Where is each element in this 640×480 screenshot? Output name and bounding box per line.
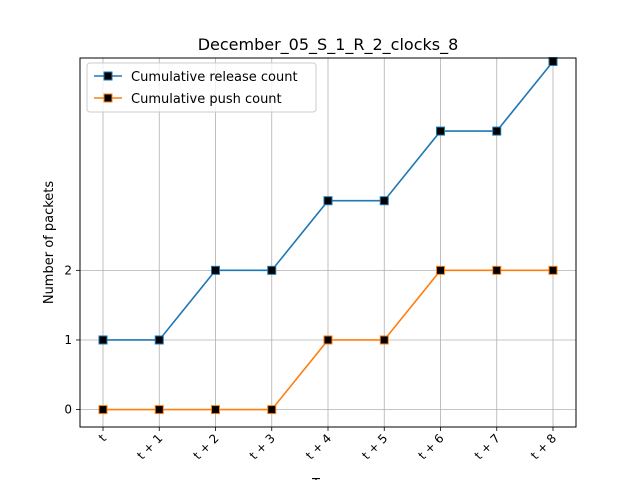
chart-title: December_05_S_1_R_2_clocks_8 — [198, 35, 459, 55]
legend-marker — [103, 71, 113, 81]
y-tick-label: 0 — [64, 403, 72, 417]
data-point — [98, 405, 108, 415]
y-tick-label: 2 — [64, 263, 72, 277]
x-axis-label: T — [311, 477, 320, 480]
legend-label: Cumulative push count — [131, 92, 282, 107]
legend-box — [86, 62, 317, 113]
y-tick-label: 1 — [64, 333, 72, 347]
data-point — [211, 265, 220, 275]
legend-marker — [103, 93, 113, 103]
data-point — [492, 126, 502, 136]
data-point — [436, 126, 445, 136]
data-point — [379, 335, 389, 345]
legend-items: Cumulative release count Cumulative push … — [94, 70, 298, 107]
series-layer — [98, 56, 558, 415]
data-point — [267, 265, 277, 275]
data-point — [436, 265, 445, 275]
data-point — [154, 335, 164, 345]
data-point — [211, 405, 220, 415]
legend: Cumulative release count Cumulative push … — [86, 62, 317, 113]
data-point — [548, 56, 558, 66]
data-point — [154, 405, 164, 415]
data-point — [492, 265, 502, 275]
data-point — [548, 265, 558, 275]
data-point — [323, 335, 333, 345]
y-axis-label: Number of packets — [42, 181, 57, 305]
data-point — [267, 405, 277, 415]
data-point — [323, 196, 333, 206]
legend-label: Cumulative release count — [131, 70, 298, 85]
data-point — [98, 335, 108, 345]
data-point — [379, 196, 389, 206]
